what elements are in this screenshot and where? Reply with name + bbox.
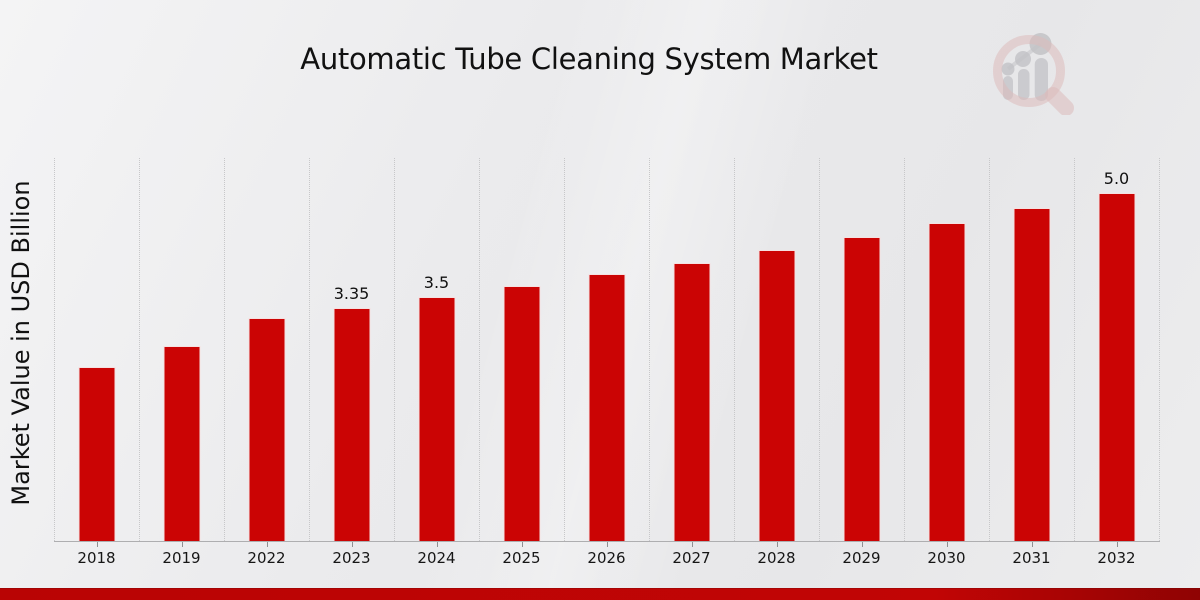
category-slot: 2026	[564, 158, 649, 567]
x-axis-tick	[606, 542, 608, 547]
x-axis-tick-label: 2028	[757, 549, 796, 567]
gridline	[54, 158, 55, 541]
bar-value-label: 3.5	[423, 273, 450, 293]
category-slot: 2031	[989, 158, 1074, 567]
x-axis-tick-label: 2023	[332, 549, 371, 567]
category-slot: 2029	[819, 158, 904, 567]
category-slot: 3.5 2024	[394, 158, 479, 567]
bar	[333, 307, 370, 541]
gridline	[309, 158, 310, 541]
x-axis-tick-label: 2024	[417, 549, 456, 567]
x-axis-tick	[96, 542, 98, 547]
x-axis-tick	[776, 542, 778, 547]
category-slot: 2028	[734, 158, 819, 567]
gridline	[564, 158, 565, 541]
x-axis-tick-label: 2025	[502, 549, 541, 567]
gridline	[1074, 158, 1075, 541]
x-axis-tick-label: 2032	[1097, 549, 1136, 567]
x-axis-tick	[946, 542, 948, 547]
gridline	[224, 158, 225, 541]
category-slot: 2027	[649, 158, 734, 567]
accent-strip	[0, 588, 1200, 600]
x-axis-tick	[691, 542, 693, 547]
x-axis-tick	[861, 542, 863, 547]
category-slot: 5.0 2032	[1074, 158, 1159, 567]
chart-title: Automatic Tube Cleaning System Market	[300, 42, 878, 76]
x-axis-tick-label: 2022	[247, 549, 286, 567]
gridline	[734, 158, 735, 541]
gridline	[649, 158, 650, 541]
bar-value-label: 5.0	[1103, 168, 1130, 188]
x-axis-tick	[1116, 542, 1118, 547]
x-axis-tick	[181, 542, 183, 547]
bar	[843, 236, 880, 541]
x-axis-tick	[521, 542, 523, 547]
gridline	[139, 158, 140, 541]
x-axis-tick-label: 2018	[77, 549, 116, 567]
x-axis-tick	[436, 542, 438, 547]
bar	[1013, 208, 1050, 541]
magnifier-bar-chart-logo-icon	[993, 33, 1074, 115]
bar	[503, 286, 540, 541]
y-axis-label: Market Value in USD Billion	[7, 180, 35, 506]
bar	[758, 249, 795, 541]
x-axis-tick-label: 2026	[587, 549, 626, 567]
gridline	[989, 158, 990, 541]
bar	[418, 297, 455, 541]
category-slot: 2019	[139, 158, 224, 567]
gridline	[904, 158, 905, 541]
x-axis-tick-label: 2031	[1012, 549, 1051, 567]
x-axis-tick-label: 2030	[927, 549, 966, 567]
gridline	[819, 158, 820, 541]
gridline	[479, 158, 480, 541]
x-axis-tick-label: 2029	[842, 549, 881, 567]
bar	[673, 262, 710, 541]
category-slot: 2022	[224, 158, 309, 567]
bar	[78, 366, 115, 541]
category-slot: 2030	[904, 158, 989, 567]
x-axis-tick-label: 2027	[672, 549, 711, 567]
x-axis-line	[54, 541, 1160, 542]
x-axis-tick-label: 2019	[162, 549, 201, 567]
x-axis-tick	[351, 542, 353, 547]
bar	[248, 318, 285, 541]
bar	[928, 222, 965, 541]
gridline	[394, 158, 395, 541]
bar	[163, 346, 200, 541]
x-axis-tick	[1031, 542, 1033, 547]
category-slot: 2018	[54, 158, 139, 567]
category-slot: 2025	[479, 158, 564, 567]
bar	[1098, 192, 1135, 541]
gridline	[1159, 158, 1160, 541]
x-axis-tick	[266, 542, 268, 547]
bar-value-label: 3.35	[333, 283, 370, 303]
category-slot: 3.35 2023	[309, 158, 394, 567]
plot-area: 2018 2019 2022 3.35 2023 3.5 2024 2025 2026 2027 2…	[54, 158, 1160, 567]
bar	[588, 274, 625, 541]
